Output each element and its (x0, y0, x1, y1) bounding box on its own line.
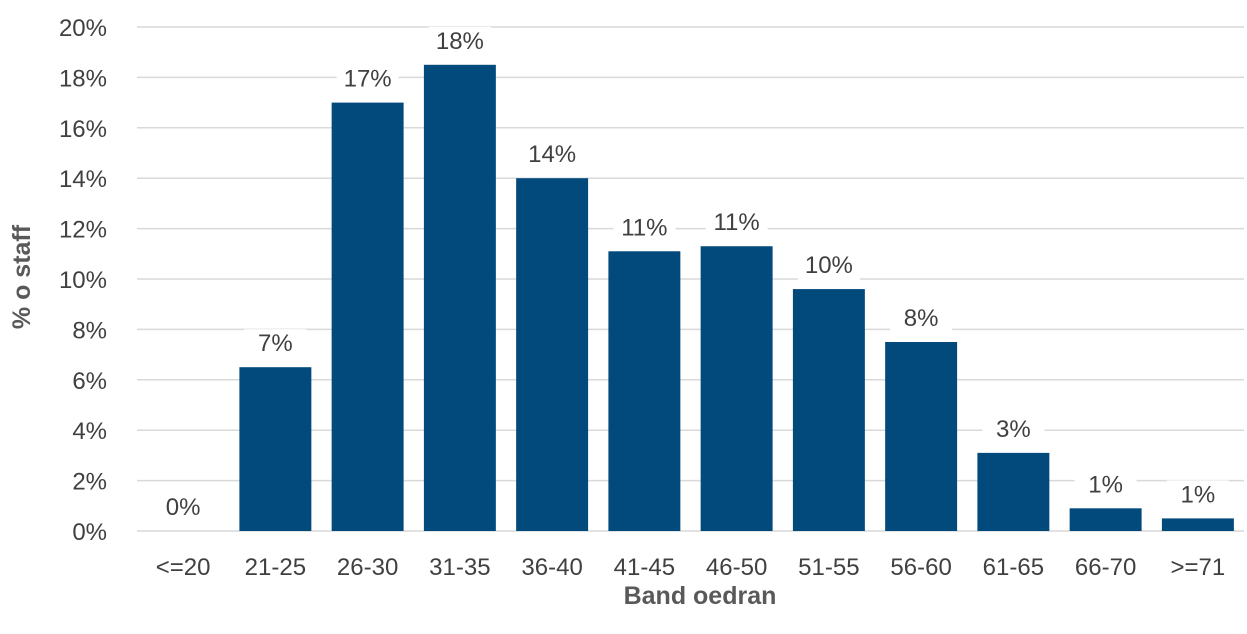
y-tick-label: 2% (72, 469, 107, 496)
y-tick-label: 18% (59, 65, 107, 92)
data-label: 11% (713, 209, 759, 236)
data-label: 1% (1088, 471, 1123, 498)
x-tick-label: 61-65 (983, 554, 1044, 581)
x-tick-label: 46-50 (706, 554, 767, 581)
x-tick-label: 31-35 (429, 554, 490, 581)
y-tick-label: 6% (72, 368, 107, 395)
data-label-background (890, 304, 953, 334)
x-tick-label: 21-25 (245, 554, 306, 581)
y-tick-label: 8% (72, 317, 107, 344)
data-label: 11% (621, 214, 667, 241)
x-tick-label: 26-30 (337, 554, 398, 581)
y-tick-label: 16% (59, 116, 107, 143)
bar (331, 102, 404, 531)
data-label-background (1074, 470, 1137, 501)
data-label: 17% (344, 66, 392, 93)
bar (516, 178, 589, 531)
data-label: 8% (904, 305, 939, 332)
data-label: 1% (1181, 481, 1216, 508)
bar (239, 367, 312, 531)
y-tick-label: 20% (59, 15, 107, 42)
data-labels: 0% 7% 17% 18% 14% 11% 11% 10% 8% 3% 1% 1% (152, 26, 1229, 523)
data-label: 10% (805, 252, 853, 279)
data-label-background (152, 493, 215, 523)
x-tick-label: 36-40 (521, 554, 582, 581)
bars (239, 64, 1234, 532)
data-label: 0% (166, 494, 201, 521)
data-label: 14% (528, 141, 576, 168)
data-label-background (428, 26, 491, 57)
bar (423, 64, 496, 532)
data-label-background (1166, 480, 1229, 511)
data-label-background (982, 414, 1045, 445)
bar (885, 342, 958, 531)
y-axis-ticks: 0% 2% 4% 6% 8% 10% 12% 14% 16% 18% 20% (59, 15, 107, 546)
x-axis-ticks: <=20 21-25 26-30 31-35 36-40 41-45 46-50 51-55 5… (156, 554, 1225, 581)
y-axis-title: % o staff (8, 224, 36, 329)
data-label: 3% (996, 416, 1031, 443)
x-tick-label: 41-45 (614, 554, 675, 581)
bar (977, 452, 1050, 531)
data-label: 7% (258, 330, 293, 357)
bar (608, 251, 681, 531)
x-axis-title: Band oedran (624, 582, 777, 610)
x-tick-label: 66-70 (1075, 554, 1136, 581)
data-label-background (521, 140, 584, 171)
x-tick-label: 56-60 (890, 554, 951, 581)
y-tick-label: 12% (59, 217, 107, 244)
y-tick-label: 14% (59, 166, 107, 193)
bar (1069, 508, 1142, 531)
data-label-background (336, 64, 399, 95)
data-label-background (613, 213, 676, 244)
bar (700, 246, 773, 532)
bar (792, 289, 865, 531)
y-tick-label: 4% (72, 418, 107, 445)
x-tick-label: 51-55 (798, 554, 859, 581)
x-tick-label: <=20 (156, 554, 211, 581)
data-label-background (797, 251, 860, 282)
y-tick-label: 10% (59, 267, 107, 294)
data-label: 18% (436, 28, 484, 55)
gridlines (137, 26, 1244, 532)
data-label-background (244, 329, 307, 360)
x-tick-label: >=71 (1171, 554, 1226, 581)
data-label-background (705, 208, 768, 239)
y-tick-label: 0% (72, 519, 107, 546)
bar (1161, 518, 1234, 531)
